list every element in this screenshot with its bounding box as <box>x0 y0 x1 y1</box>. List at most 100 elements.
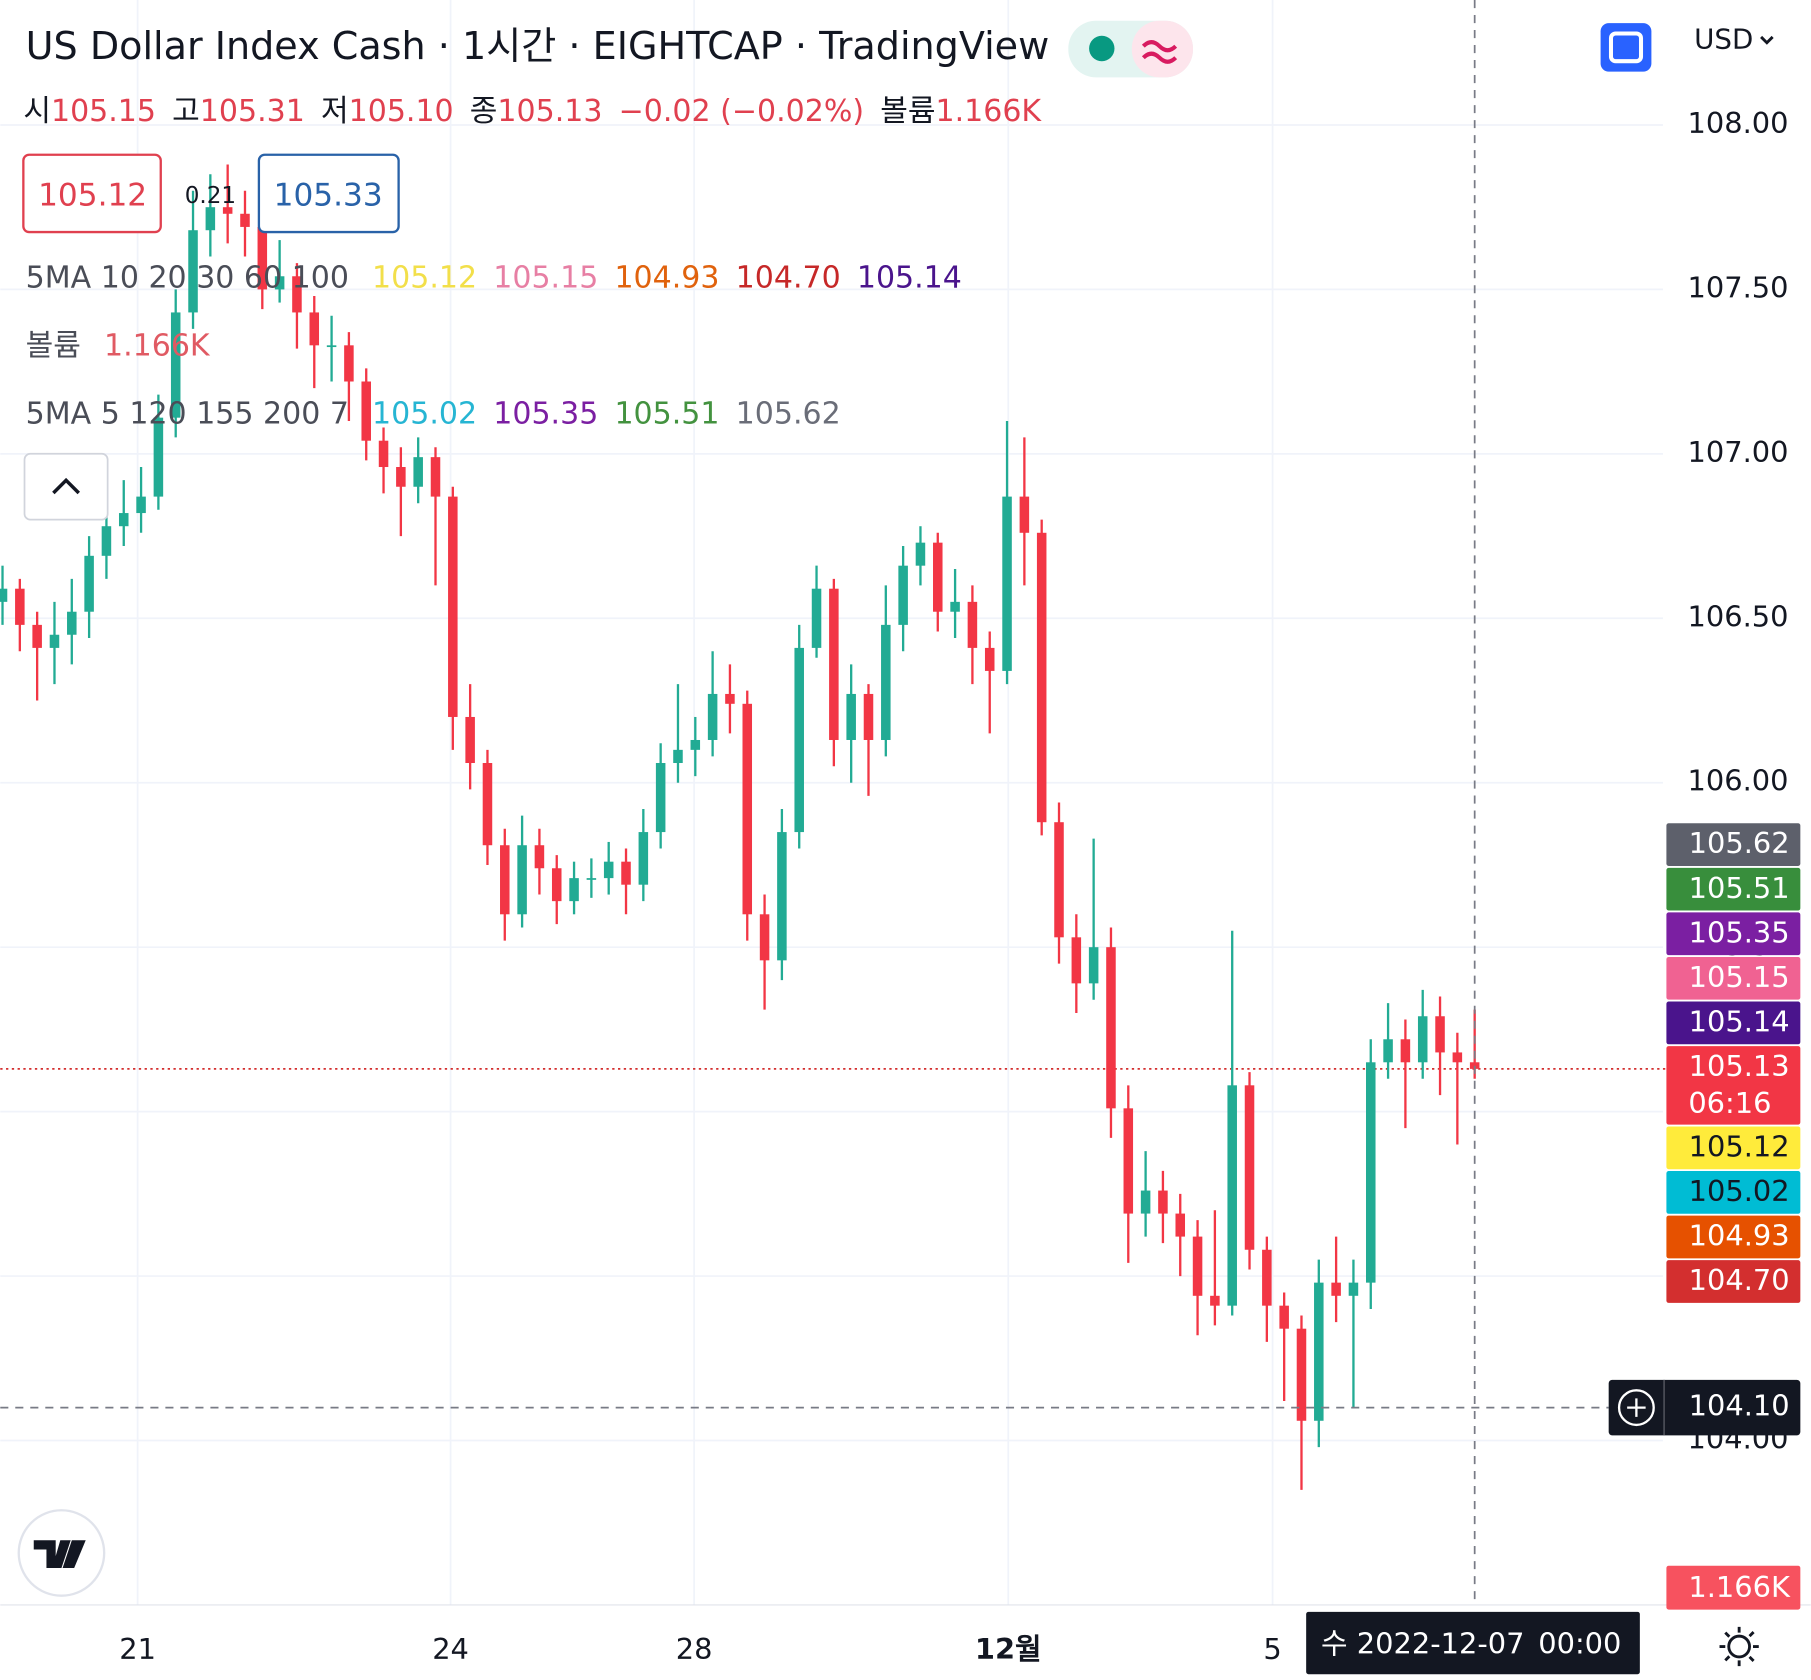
plot <box>0 0 1667 1605</box>
crosshair-date-label: 수 2022-12-07 <box>1321 1626 1524 1660</box>
candle-body <box>188 230 198 313</box>
candle-body <box>984 647 995 671</box>
settings-icon[interactable] <box>1727 1634 1751 1659</box>
indicator-name: 5MA 10 20 30 60 100 <box>26 260 349 295</box>
candle-body <box>136 496 146 514</box>
candle-body <box>1175 1213 1186 1237</box>
candle-body <box>1348 1282 1359 1296</box>
candle-body <box>846 693 856 740</box>
price-badge <box>1666 867 1801 911</box>
candle-body <box>222 207 233 214</box>
candle-body <box>413 457 423 487</box>
currency-chevron <box>1760 35 1774 45</box>
x-tick-label: 21 <box>119 1632 156 1666</box>
add-alert-button[interactable] <box>1617 1389 1655 1427</box>
x-tick-label: 28 <box>676 1632 713 1666</box>
crosshair-price-label: 104.10 <box>1689 1389 1790 1423</box>
collapse-icon <box>52 477 81 495</box>
price-badge-label: 104.70 <box>1689 1263 1790 1297</box>
volume-badge-label: 1.166K <box>1688 1570 1791 1604</box>
ohlc-value: 105.31 <box>200 94 305 129</box>
indicator-value: 104.93 <box>614 260 719 295</box>
price-badge-label: 104.93 <box>1689 1219 1790 1253</box>
candle-body <box>1244 1085 1255 1250</box>
candle-body <box>430 457 441 497</box>
candle-body <box>863 693 874 740</box>
candle-body <box>257 226 268 290</box>
candle-body <box>0 588 8 602</box>
candle-body <box>292 276 302 313</box>
candle-body <box>742 703 753 915</box>
candle-body <box>1088 947 1099 984</box>
buy-button[interactable] <box>257 153 400 234</box>
y-tick-label: 106.00 <box>1688 764 1789 798</box>
candle-body <box>1279 1305 1289 1329</box>
sell-button[interactable] <box>22 153 162 234</box>
candle-body <box>153 417 164 497</box>
price-badge <box>1666 1260 1801 1303</box>
candle-body <box>1002 496 1012 671</box>
candle-body <box>1158 1190 1168 1214</box>
spread: 0.21 <box>185 183 236 209</box>
candle-body <box>118 513 129 527</box>
candle-body <box>621 861 631 885</box>
candle-body <box>569 878 579 902</box>
candle-body <box>690 739 701 750</box>
candle-body <box>915 542 926 566</box>
indicator-value: 104.70 <box>736 260 841 295</box>
price-badge <box>1666 1215 1801 1259</box>
indicator-value: 105.15 <box>493 260 598 295</box>
candle-body <box>1106 947 1116 1109</box>
indicator-row: 5MA 10 20 30 60 100 105.12 105.15 104.93 104… <box>26 260 962 295</box>
price-badge <box>1666 1171 1801 1214</box>
ohlc-value: 105.13 <box>497 94 602 129</box>
crosshair-time-label: 00:00 <box>1538 1626 1621 1660</box>
candle-body <box>811 588 822 648</box>
price-badge-label: 105.12 <box>1689 1129 1790 1163</box>
candle-body <box>309 312 320 346</box>
candle-body <box>1210 1295 1220 1306</box>
candle-body <box>1140 1190 1151 1214</box>
y-tick-label: 107.50 <box>1688 270 1789 304</box>
candle-body <box>517 845 527 915</box>
candle-body <box>655 763 666 833</box>
price-badge <box>1666 956 1801 1000</box>
candle-body <box>603 861 614 879</box>
price-badge-label: 105.02 <box>1689 1174 1790 1208</box>
collapse-button[interactable] <box>23 452 109 521</box>
market-open-dot <box>1089 35 1115 62</box>
candle-body <box>15 588 25 625</box>
fullscreen-button[interactable] <box>1600 23 1652 72</box>
candle-body <box>482 763 493 846</box>
candle-body <box>794 647 804 833</box>
candle-body <box>500 845 510 915</box>
candle-body <box>777 832 787 961</box>
candle-body <box>1262 1249 1272 1306</box>
x-tick-label: 12월 <box>975 1632 1042 1666</box>
indicator-value: 105.14 <box>857 260 962 295</box>
candle-body <box>1400 1039 1411 1063</box>
fullscreen-icon <box>1608 31 1644 64</box>
currency[interactable]: USD <box>1694 22 1753 55</box>
candle-body <box>1036 532 1047 823</box>
candle-body <box>101 526 112 556</box>
candle-body <box>1227 1085 1237 1306</box>
candle-body <box>84 555 94 612</box>
y-tick-label: 108.00 <box>1688 106 1789 140</box>
ohlc-value: 105.10 <box>349 94 454 129</box>
ohlc-value: 105.15 <box>51 94 156 129</box>
crosshair-price-badge <box>1608 1379 1801 1436</box>
candle-body <box>1469 1062 1480 1069</box>
indicator-value: 105.35 <box>493 396 598 431</box>
price-badge-label: 105.15 <box>1689 960 1790 994</box>
delay-icon <box>1141 40 1178 64</box>
candle-body <box>933 542 943 612</box>
price-badge-label: 105.14 <box>1689 1004 1790 1038</box>
candle-body <box>638 832 649 885</box>
ohlc-label: 고 <box>172 94 200 129</box>
candle-body <box>1383 1039 1393 1063</box>
ohlc-change: −0.02 (−0.02%) <box>619 94 864 129</box>
